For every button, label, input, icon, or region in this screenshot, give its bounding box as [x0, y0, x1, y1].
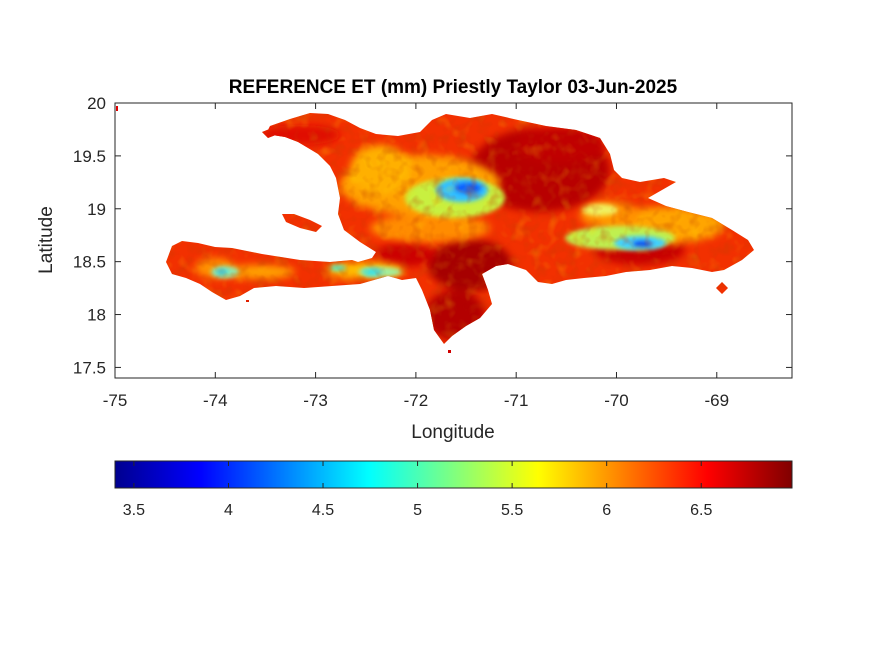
x-axis-ticks: -75 -74 -73 -72 -71 -70 -69 — [103, 103, 729, 410]
chart-title: REFERENCE ET (mm) Priestly Taylor 03-Jun… — [229, 77, 678, 98]
y-axis-ticks: 20 19.5 19 18.5 18 17.5 — [73, 94, 792, 377]
y-axis-label: Latitude — [36, 206, 57, 274]
y-tick-label: 20 — [87, 94, 106, 113]
x-axis-label: Longitude — [411, 422, 494, 443]
y-tick-label: 18 — [87, 306, 106, 325]
x-tick-label: -74 — [203, 391, 228, 410]
colorbar-ticks: 3.5 4 4.5 5 5.5 6 6.5 — [123, 461, 712, 519]
colorbar-tick-label: 6 — [602, 502, 611, 519]
x-tick-label: -70 — [604, 391, 629, 410]
x-tick-label: -72 — [404, 391, 429, 410]
colorbar-tick-label: 3.5 — [123, 502, 145, 519]
colorbar-tick-label: 6.5 — [690, 502, 712, 519]
colorbar-tick-label: 5 — [413, 502, 422, 519]
colorbar — [114, 460, 793, 489]
x-tick-label: -69 — [704, 391, 729, 410]
colorbar-tick-label: 4 — [224, 502, 233, 519]
x-tick-label: -73 — [303, 391, 328, 410]
y-tick-label: 18.5 — [73, 253, 106, 272]
x-tick-label: -71 — [504, 391, 529, 410]
y-tick-label: 19.5 — [73, 147, 106, 166]
x-tick-label: -75 — [103, 391, 128, 410]
y-tick-label: 17.5 — [73, 358, 106, 377]
y-tick-label: 19 — [87, 200, 106, 219]
colorbar-tick-label: 5.5 — [501, 502, 523, 519]
colorbar-tick-label: 4.5 — [312, 502, 334, 519]
